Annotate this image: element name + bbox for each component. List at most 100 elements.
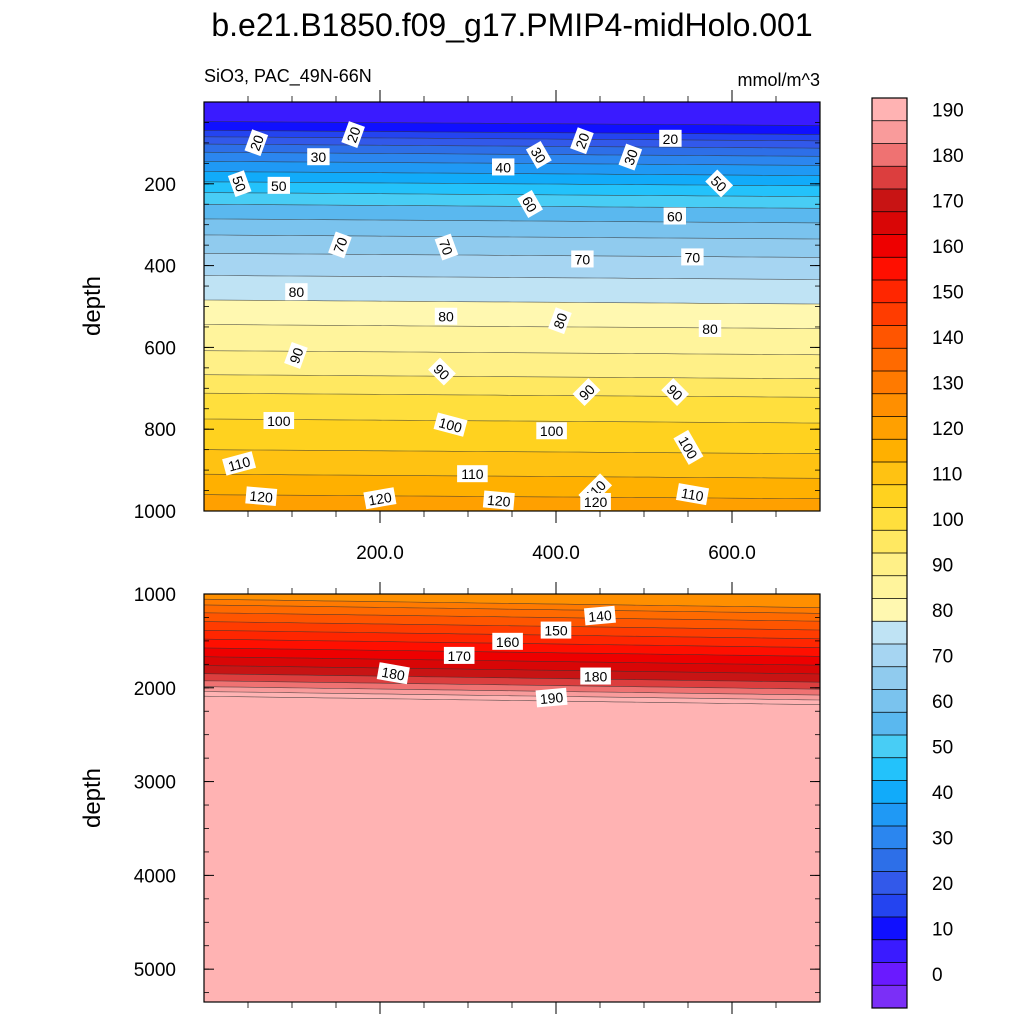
contour-line (204, 253, 820, 258)
contour-line (204, 598, 820, 608)
svg-text:190: 190 (539, 689, 564, 707)
y-tick-label: 400 (144, 257, 176, 278)
contour-line (204, 473, 820, 479)
contour-line (204, 673, 820, 683)
contour-line (204, 204, 820, 209)
contour-line (204, 143, 820, 149)
contour-line (204, 130, 820, 135)
colorbar-swatch (872, 371, 907, 395)
svg-text:50: 50 (271, 178, 287, 194)
colorbar-tick-label: 10 (932, 919, 953, 940)
contour-label: 140 (583, 605, 616, 626)
svg-text:80: 80 (550, 311, 570, 331)
variable-label: SiO3, PAC_49N-66N (204, 66, 372, 87)
colorbar-swatch (872, 507, 907, 531)
svg-text:30: 30 (528, 144, 550, 166)
contour-label: 120 (580, 493, 611, 511)
contour-label: 90 (572, 378, 601, 406)
colorbar-swatch (872, 484, 907, 508)
contour-line (204, 686, 820, 696)
colorbar-swatch (872, 530, 907, 554)
lower-x-axis (247, 582, 777, 1014)
colorbar-tick-label: 130 (932, 373, 964, 394)
lower-y-axis-title: depth (79, 768, 106, 828)
svg-text:70: 70 (575, 251, 591, 267)
contour-label: 30 (618, 143, 643, 171)
contour-label: 110 (222, 451, 257, 476)
contour-label: 100 (433, 412, 468, 437)
colorbar-swatch (872, 985, 907, 1009)
svg-text:70: 70 (330, 235, 350, 255)
upper-y-axis-title: depth (79, 276, 106, 336)
svg-text:60: 60 (519, 194, 541, 216)
svg-text:80: 80 (438, 309, 454, 325)
x-tick-label: 600.0 (708, 543, 756, 564)
x-tick-label: 400.0 (532, 543, 580, 564)
colorbar-swatch (872, 143, 907, 167)
contour-line (204, 374, 820, 380)
colorbar-swatch (872, 416, 907, 440)
colorbar-swatch (872, 598, 907, 622)
colorbar-swatch (872, 302, 907, 326)
colorbar-tick-label: 110 (932, 464, 962, 485)
contour-label: 70 (328, 231, 352, 259)
contour-line (204, 647, 820, 657)
contour-label: 170 (443, 646, 475, 664)
colorbar-swatch (872, 803, 907, 827)
colorbar-swatch (872, 757, 907, 781)
colorbar-swatch (872, 439, 907, 463)
colorbar-swatch (872, 848, 907, 872)
contour-line (204, 299, 820, 305)
colorbar-swatch (872, 393, 907, 417)
svg-text:170: 170 (448, 648, 472, 664)
x-tick-label: 200.0 (356, 543, 404, 564)
colorbar-tick-label: 90 (932, 555, 953, 576)
colorbar-swatch (872, 575, 907, 599)
y-tick-label: 1000 (134, 502, 176, 523)
contour-label: 110 (457, 465, 488, 483)
contour-label: 20 (659, 129, 682, 147)
contour-label: 90 (428, 357, 456, 386)
svg-text:60: 60 (667, 209, 683, 225)
contour-line (204, 680, 820, 690)
colorbar-tick-label: 80 (932, 601, 953, 622)
svg-text:100: 100 (267, 413, 291, 429)
svg-text:120: 120 (249, 488, 274, 506)
colorbar-tick-label: 20 (932, 874, 953, 895)
colorbar-tick-label: 150 (932, 282, 964, 303)
colorbar-swatch (872, 211, 907, 235)
contour-label: 100 (263, 412, 295, 430)
lower-panel: 140 150 160 170 180 180 190 1000 2000 3000 4000 50… (79, 582, 821, 1014)
svg-text:20: 20 (343, 124, 363, 144)
svg-text:110: 110 (680, 485, 705, 505)
colorbar-tick-label: 50 (932, 737, 953, 758)
svg-text:30: 30 (621, 147, 641, 167)
colorbar-swatch (872, 280, 907, 304)
svg-text:20: 20 (247, 133, 267, 153)
contour-line (204, 656, 820, 666)
contour-label: 150 (540, 621, 572, 639)
contour-label: 80 (285, 283, 308, 301)
upper-y-axis: 200 400 600 800 1000 (134, 101, 820, 523)
svg-text:160: 160 (496, 634, 520, 650)
contour-label: 180 (580, 667, 611, 685)
contour-line (204, 151, 820, 157)
contour-label: 70 (434, 233, 459, 261)
contour-label: 80 (698, 319, 722, 337)
y-tick-label: 5000 (134, 960, 176, 981)
svg-text:100: 100 (540, 423, 564, 439)
y-tick-label: 3000 (134, 773, 176, 794)
contour-label: 190 (535, 687, 568, 708)
colorbar-tick-label: 40 (932, 783, 953, 804)
colorbar-tick-label: 60 (932, 692, 953, 713)
colorbar-swatch (872, 780, 907, 804)
upper-panel: 20 20 20 20 30 30 30 40 50 50 50 60 60 70 70 70 70 80 80 80… (79, 90, 821, 564)
svg-text:20: 20 (572, 131, 592, 151)
y-tick-label: 2000 (134, 679, 176, 700)
contour-label: 20 (341, 121, 365, 148)
colorbar-tick-label: 120 (932, 419, 964, 440)
contour-line (204, 275, 820, 280)
svg-text:120: 120 (584, 494, 608, 510)
colorbar-swatch (872, 712, 907, 736)
contour-line (204, 136, 820, 142)
